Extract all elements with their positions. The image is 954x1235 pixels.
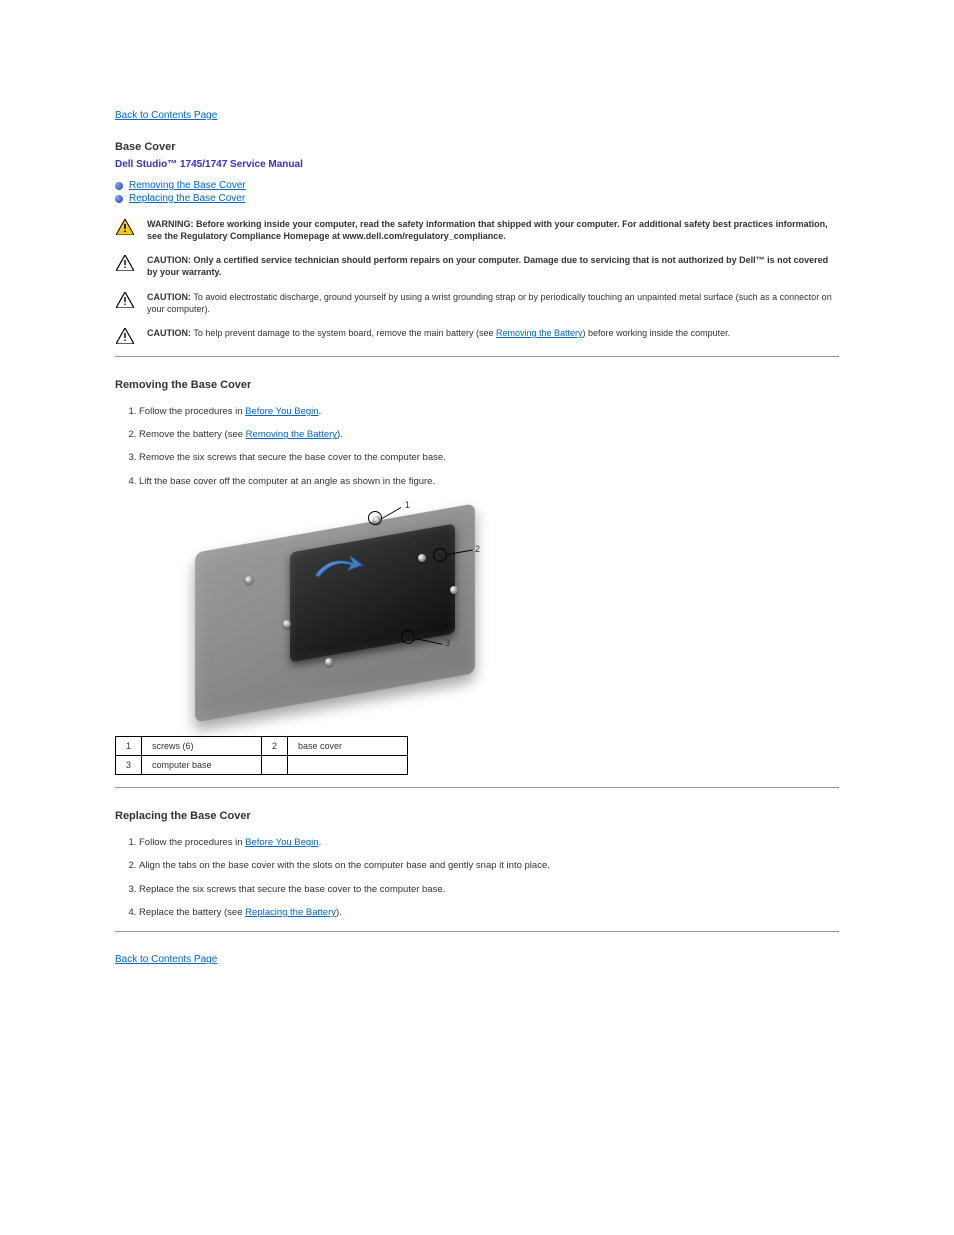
diagram-screw [245, 576, 253, 584]
callout-num-3: 3 [445, 638, 450, 648]
toc-link-remove[interactable]: Removing the Base Cover [129, 180, 246, 191]
diagram-screw [325, 658, 333, 666]
section-heading-replace: Replacing the Base Cover [115, 810, 839, 822]
removing-battery-link[interactable]: Removing the Battery [246, 429, 337, 440]
toc: Removing the Base Cover Replacing the Ba… [115, 180, 839, 204]
notice-bold-body: Only a certified service technician shou… [147, 255, 828, 277]
toc-item: Replacing the Base Cover [115, 193, 839, 204]
back-to-contents-link-top[interactable]: Back to Contents Page [115, 110, 217, 121]
step: Follow the procedures in Before You Begi… [139, 836, 839, 849]
bullet-icon [115, 182, 123, 190]
step-text: Remove the battery (see [139, 429, 246, 440]
bullet-icon [115, 195, 123, 203]
remove-steps: Follow the procedures in Before You Begi… [115, 405, 839, 488]
step-text: Replace the six screws that secure the b… [139, 884, 445, 895]
diagram-screw [283, 620, 291, 628]
callout-num-1: 1 [405, 500, 410, 510]
step: Lift the base cover off the computer at … [139, 475, 839, 488]
section-heading-remove: Removing the Base Cover [115, 379, 839, 391]
notice-caution: CAUTION: To avoid electrostatic discharg… [115, 291, 839, 315]
divider [115, 931, 839, 932]
before-you-begin-link[interactable]: Before You Begin [245, 406, 318, 417]
notice-text: WARNING: Before working inside your comp… [147, 218, 839, 242]
part-desc: computer base [142, 756, 262, 775]
replace-steps: Follow the procedures in Before You Begi… [115, 836, 839, 919]
divider [115, 356, 839, 357]
step-text: Align the tabs on the base cover with th… [139, 860, 550, 871]
notice-body: Before working inside your computer, rea… [147, 219, 828, 241]
toc-link-replace[interactable]: Replacing the Base Cover [129, 193, 245, 204]
notice-body-pre: To help prevent damage to the system boa… [191, 328, 496, 338]
notice-body: To avoid electrostatic discharge, ground… [147, 292, 832, 314]
parts-table: 1 screws (6) 2 base cover 3 computer bas… [115, 736, 408, 775]
notice-caution: CAUTION: To help prevent damage to the s… [115, 327, 839, 344]
notice-lead: WARNING: [147, 219, 194, 229]
step: Remove the battery (see Removing the Bat… [139, 428, 839, 441]
notice-caution: CAUTION: Only a certified service techni… [115, 254, 839, 278]
manual-name: Dell Studio™ 1745/1747 Service Manual [115, 159, 839, 170]
step-text: . [319, 406, 322, 417]
step-text: ). [336, 907, 342, 918]
notice-text: CAUTION: Only a certified service techni… [147, 254, 839, 278]
caution-icon [115, 254, 135, 271]
callout-num-2: 2 [475, 544, 480, 554]
back-to-contents-link-bottom[interactable]: Back to Contents Page [115, 954, 217, 965]
notice-warning: WARNING: Before working inside your comp… [115, 218, 839, 242]
part-num [262, 756, 288, 775]
before-you-begin-link[interactable]: Before You Begin [245, 837, 318, 848]
table-row: 1 screws (6) 2 base cover [116, 737, 408, 756]
part-desc: base cover [288, 737, 408, 756]
replacing-battery-link[interactable]: Replacing the Battery [245, 907, 336, 918]
callout-circle [368, 511, 382, 525]
notice-lead: CAUTION: [147, 328, 191, 338]
step-text: Follow the procedures in [139, 406, 245, 417]
divider [115, 787, 839, 788]
notice-lead: CAUTION: [147, 292, 191, 302]
table-row: 3 computer base [116, 756, 408, 775]
caution-icon [115, 291, 135, 308]
notice-body-post: ) before working inside the computer. [583, 328, 731, 338]
part-desc: screws (6) [142, 737, 262, 756]
step: Remove the six screws that secure the ba… [139, 451, 839, 464]
toc-item: Removing the Base Cover [115, 180, 839, 191]
diagram-screw [450, 586, 458, 594]
step-text: Remove the six screws that secure the ba… [139, 452, 446, 463]
caution-icon [115, 327, 135, 344]
removing-battery-link[interactable]: Removing the Battery [496, 328, 583, 338]
step-text: Lift the base cover off the computer at … [139, 476, 435, 487]
step-text: Follow the procedures in [139, 837, 245, 848]
diagram-arrow [305, 553, 365, 583]
notice-text: CAUTION: To avoid electrostatic discharg… [147, 291, 839, 315]
notice-text: CAUTION: To help prevent damage to the s… [147, 327, 730, 339]
callout-circle [433, 548, 447, 562]
step-text: ). [337, 429, 343, 440]
callout-circle [401, 630, 415, 644]
notice-lead: CAUTION: [147, 255, 191, 265]
step: Replace the battery (see Replacing the B… [139, 906, 839, 919]
warning-icon [115, 218, 135, 235]
step: Replace the six screws that secure the b… [139, 883, 839, 896]
part-num: 2 [262, 737, 288, 756]
part-num: 3 [116, 756, 142, 775]
part-desc [288, 756, 408, 775]
diagram: 1 2 3 [185, 498, 839, 718]
step-text: Replace the battery (see [139, 907, 245, 918]
step: Follow the procedures in Before You Begi… [139, 405, 839, 418]
step: Align the tabs on the base cover with th… [139, 859, 839, 872]
part-num: 1 [116, 737, 142, 756]
diagram-screw [418, 554, 426, 562]
step-text: . [319, 837, 322, 848]
page-title: Base Cover [115, 141, 839, 153]
